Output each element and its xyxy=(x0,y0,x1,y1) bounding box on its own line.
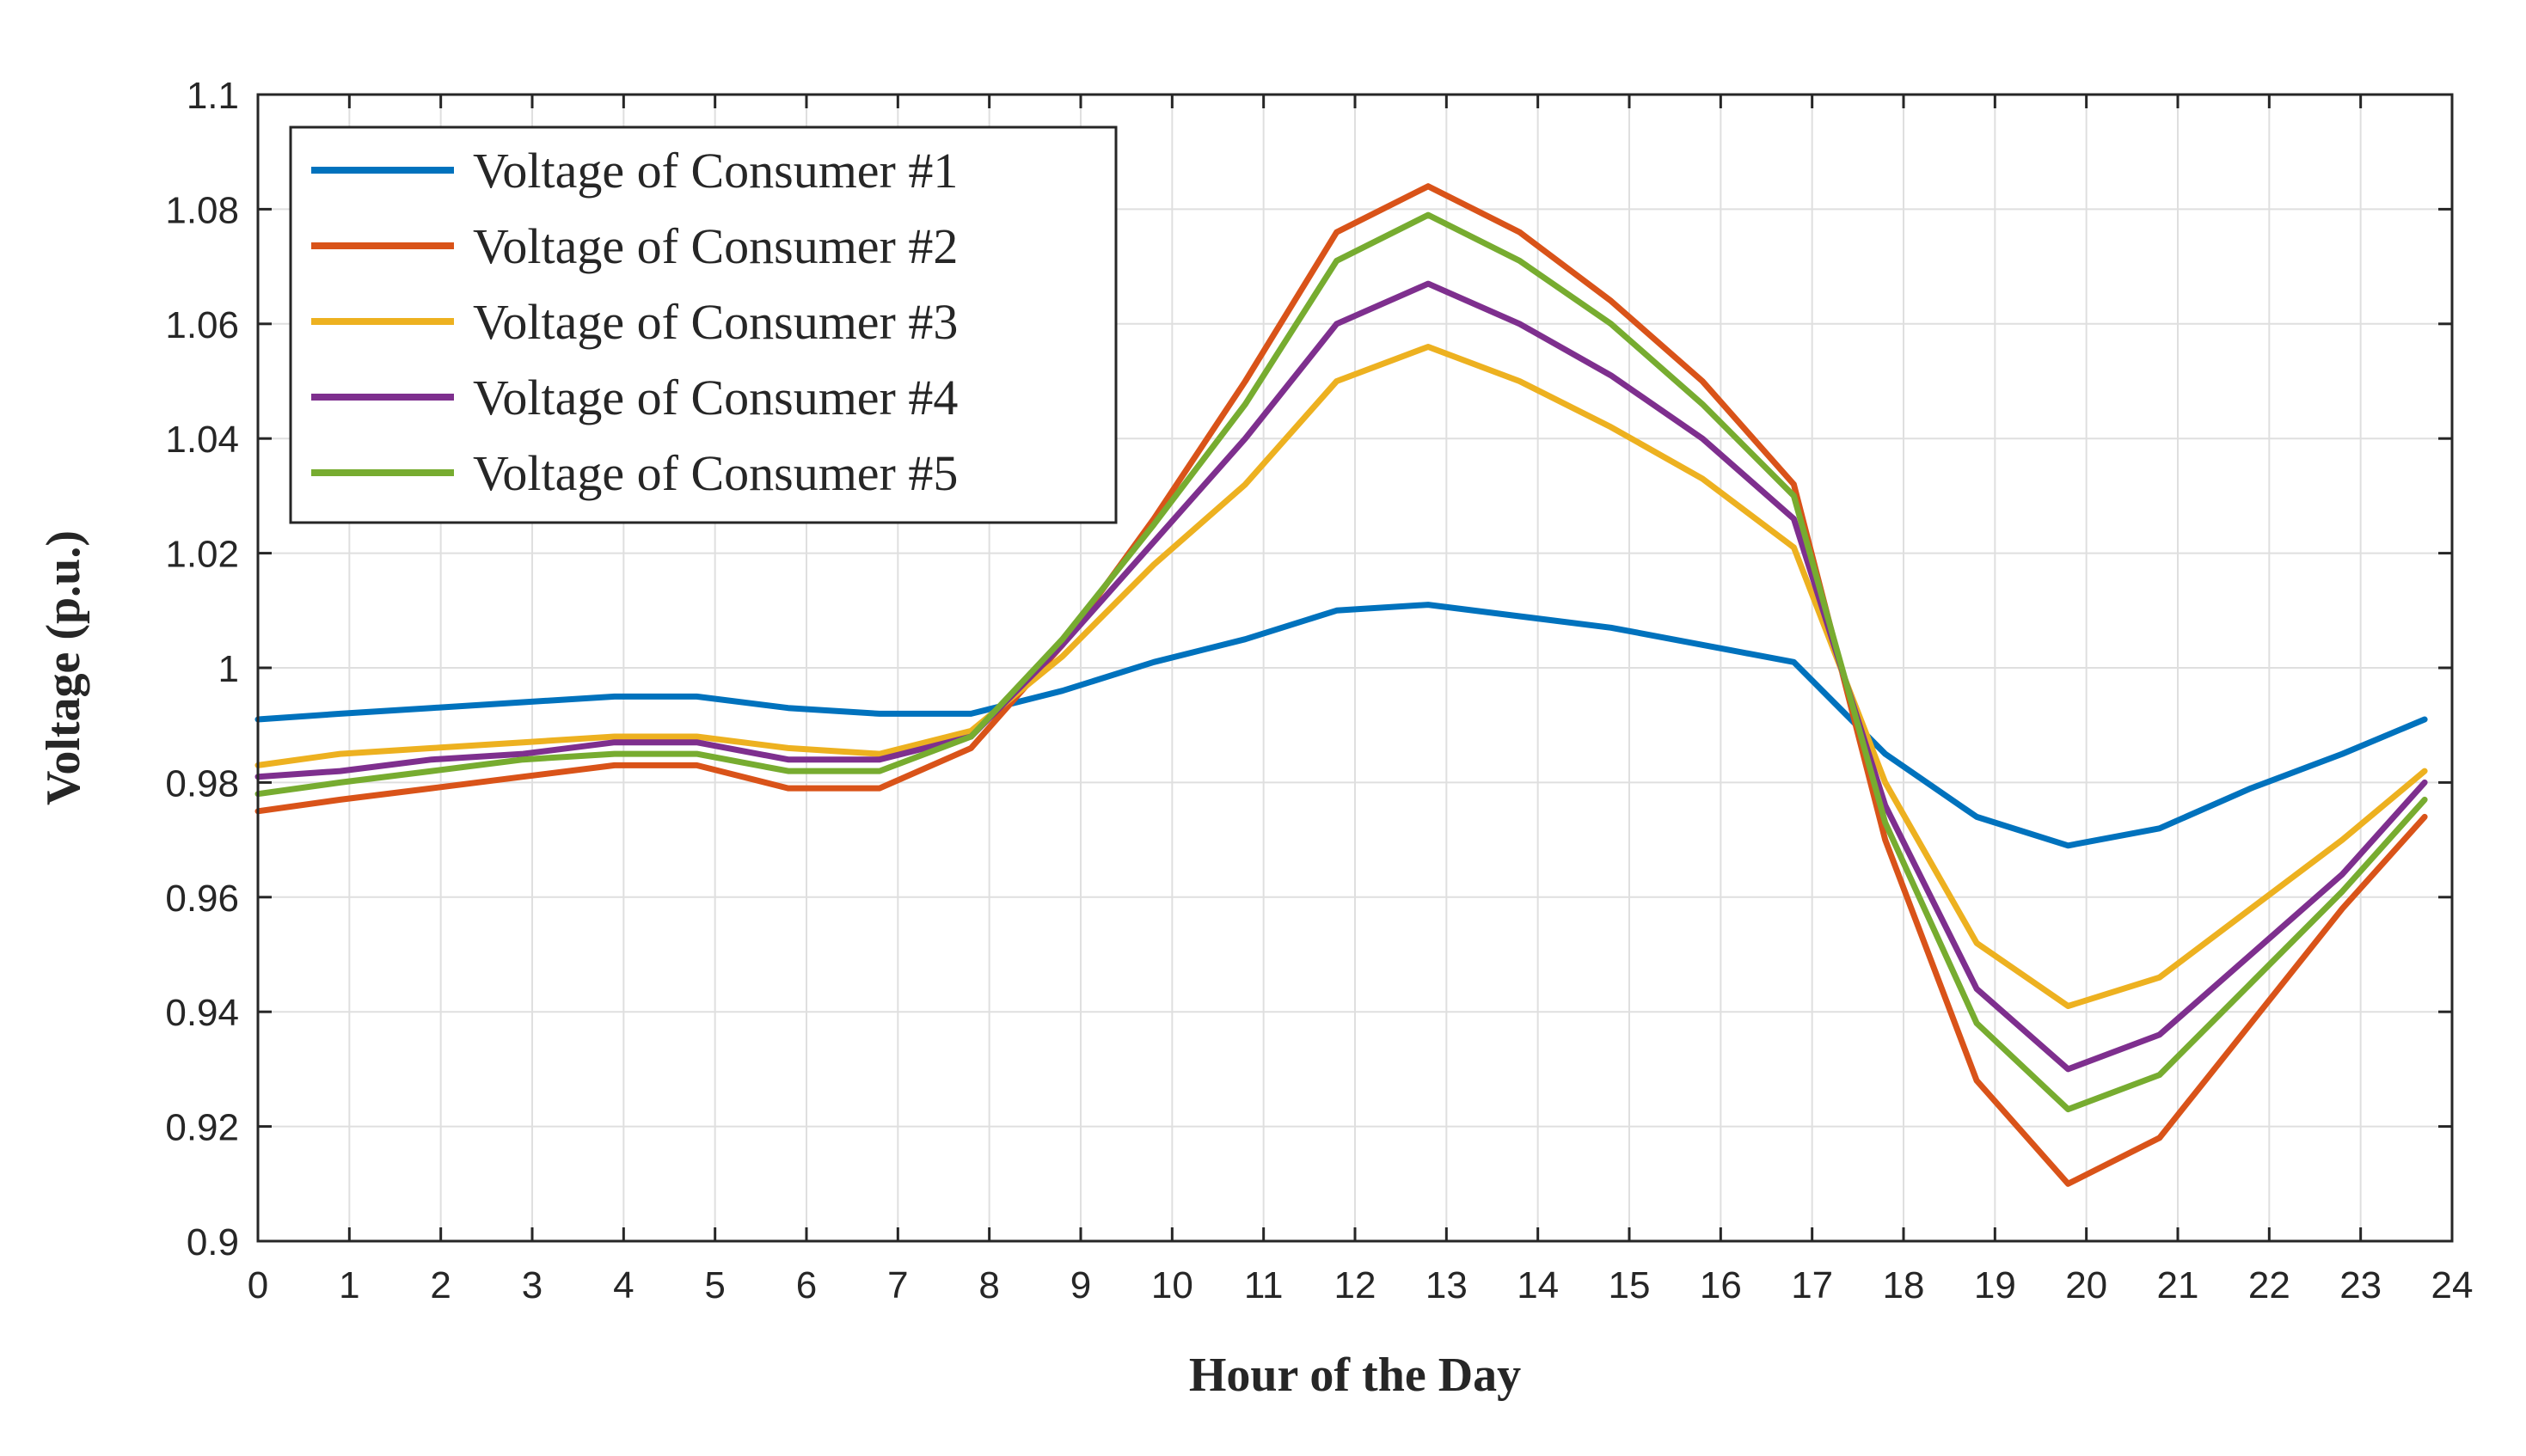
x-tick-label: 18 xyxy=(1883,1264,1925,1306)
x-tick-label: 21 xyxy=(2157,1264,2199,1306)
y-tick-label: 1 xyxy=(218,648,239,690)
x-tick-label: 3 xyxy=(522,1264,543,1306)
y-tick-label: 0.92 xyxy=(165,1107,239,1149)
y-tick-label: 1.02 xyxy=(165,534,239,576)
x-axis-title: Hour of the Day xyxy=(1189,1349,1521,1402)
x-tick-label: 2 xyxy=(430,1264,451,1306)
x-tick-label: 10 xyxy=(1151,1264,1193,1306)
y-tick-label: 1.04 xyxy=(165,419,239,461)
x-tick-label: 8 xyxy=(978,1264,999,1306)
x-tick-label: 9 xyxy=(1070,1264,1091,1306)
x-tick-label: 5 xyxy=(704,1264,725,1306)
x-tick-label: 20 xyxy=(2065,1264,2107,1306)
legend: Voltage of Consumer #1 Voltage of Consume… xyxy=(289,125,1118,524)
x-tick-label: 15 xyxy=(1609,1264,1651,1306)
series-lines xyxy=(254,183,2428,1187)
y-tick-label: 1.06 xyxy=(165,304,239,346)
series-line-consumer-5 xyxy=(254,211,2428,1113)
y-tick-label: 1.1 xyxy=(187,75,239,117)
y-axis-title: Voltage (p.u.) xyxy=(37,530,90,805)
x-tick-label: 17 xyxy=(1791,1264,1833,1306)
legend-label-consumer-1: Voltage of Consumer #1 xyxy=(473,143,958,199)
x-tick-label: 19 xyxy=(1974,1264,2016,1306)
x-tick-label: 4 xyxy=(613,1264,634,1306)
x-tick-label: 16 xyxy=(1700,1264,1742,1306)
x-tick-label: 12 xyxy=(1334,1264,1376,1306)
series-line-consumer-4 xyxy=(254,280,2428,1073)
series-line-consumer-1 xyxy=(254,602,2428,849)
x-tick-label: 1 xyxy=(339,1264,359,1306)
legend-label-consumer-4: Voltage of Consumer #4 xyxy=(473,370,958,425)
legend-label-consumer-2: Voltage of Consumer #2 xyxy=(473,218,958,274)
legend-box xyxy=(289,125,1118,524)
x-tick-label: 7 xyxy=(887,1264,908,1306)
x-tick-label: 22 xyxy=(2248,1264,2290,1306)
legend-label-consumer-5: Voltage of Consumer #5 xyxy=(473,445,958,501)
x-tick-label: 24 xyxy=(2431,1264,2474,1306)
y-tick-label: 0.9 xyxy=(187,1221,239,1263)
x-tick-label: 23 xyxy=(2339,1264,2382,1306)
x-tick-label: 11 xyxy=(1244,1264,1284,1306)
y-tick-label: 0.94 xyxy=(165,992,239,1034)
series-line-consumer-3 xyxy=(254,344,2428,1009)
x-tick-label: 0 xyxy=(248,1264,268,1306)
axis-ticks: 0 1 2 3 4 5 6 7 8 9 10 11 12 13 14 15 16 17 18 19 20 21 22 23 24… xyxy=(165,75,2473,1306)
series-line-consumer-2 xyxy=(254,183,2428,1187)
legend-label-consumer-3: Voltage of Consumer #3 xyxy=(473,294,958,350)
y-tick-label: 0.98 xyxy=(165,762,239,804)
x-tick-label: 14 xyxy=(1517,1264,1559,1306)
y-tick-label: 1.08 xyxy=(165,189,239,231)
y-tick-label: 0.96 xyxy=(165,878,239,920)
x-tick-label: 6 xyxy=(796,1264,817,1306)
x-tick-label: 13 xyxy=(1425,1264,1468,1306)
